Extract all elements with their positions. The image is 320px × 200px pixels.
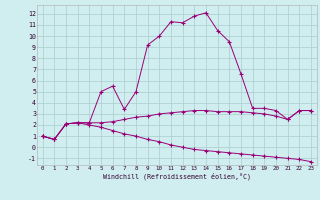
X-axis label: Windchill (Refroidissement éolien,°C): Windchill (Refroidissement éolien,°C) bbox=[103, 172, 251, 180]
